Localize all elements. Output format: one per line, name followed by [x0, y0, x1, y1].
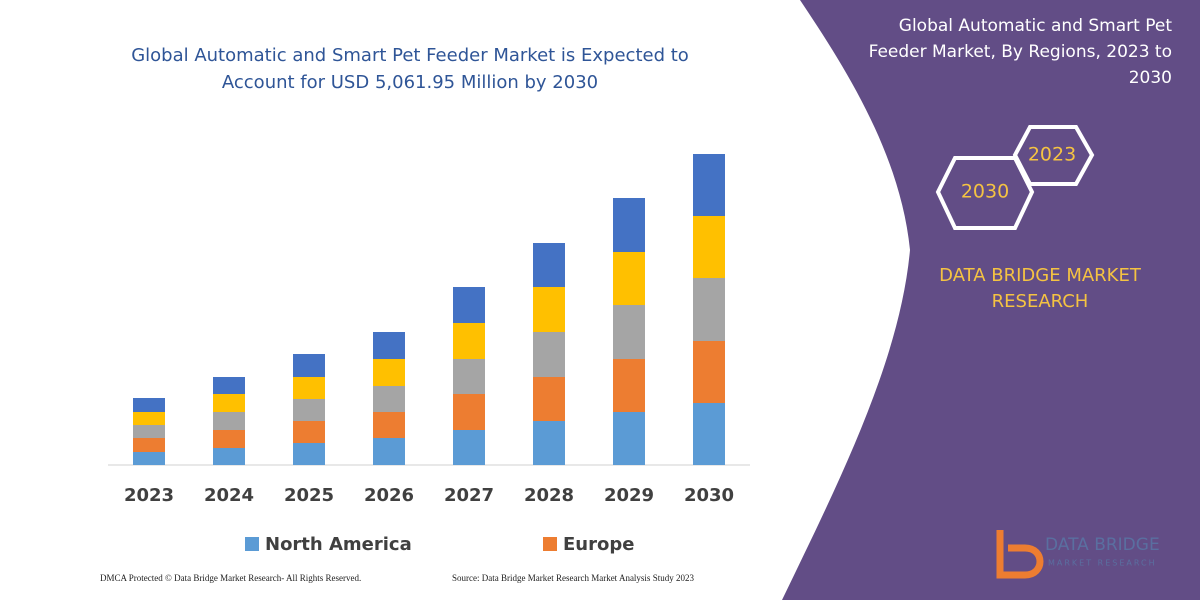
- bar-segment: [693, 403, 725, 465]
- x-tick-label: 2024: [204, 485, 254, 506]
- bar-segment: [613, 198, 645, 252]
- bar-segment: [373, 412, 405, 438]
- panel-title: Feeder Market, By Regions, 2023 to: [869, 42, 1172, 62]
- legend-label: Europe: [563, 534, 634, 555]
- logo-mark: [996, 530, 1044, 579]
- bar-segment: [133, 438, 165, 452]
- bar-segment: [373, 438, 405, 465]
- bar-segment: [373, 332, 405, 359]
- bar-segment: [533, 332, 565, 377]
- legend-swatch: [543, 537, 557, 551]
- bar-segment: [213, 448, 245, 465]
- bar-segment: [613, 359, 645, 412]
- footer-text: DMCA Protected © Data Bridge Market Rese…: [100, 573, 361, 583]
- bar-segment: [213, 394, 245, 412]
- legend-swatch: [245, 537, 259, 551]
- bar-segment: [613, 412, 645, 465]
- bar-segment: [693, 216, 725, 278]
- bar-segment: [453, 323, 485, 359]
- brand-text: DATA BRIDGE MARKET: [939, 265, 1142, 286]
- bar-segment: [133, 412, 165, 425]
- logo-text: MARKET RESEARCH: [1048, 559, 1157, 568]
- bar-segment: [293, 354, 325, 377]
- bar-segment: [533, 287, 565, 332]
- bar-segment: [453, 359, 485, 394]
- bar-segment: [693, 154, 725, 216]
- panel-title: 2030: [1129, 68, 1172, 88]
- logo-text: DATA BRIDGE: [1045, 535, 1160, 555]
- brand-text: RESEARCH: [992, 291, 1089, 312]
- chart-title: Global Automatic and Smart Pet Feeder Ma…: [131, 45, 689, 66]
- bar-segment: [213, 412, 245, 430]
- chart-title: Account for USD 5,061.95 Million by 2030: [222, 72, 598, 93]
- hexagon: [1012, 125, 1095, 186]
- bar-segment: [373, 386, 405, 412]
- footer-text: Source: Data Bridge Market Research Mark…: [452, 573, 694, 583]
- x-tick-label: 2026: [364, 485, 414, 506]
- bar-segment: [533, 377, 565, 421]
- hex-label: 2023: [1028, 144, 1076, 166]
- x-tick-label: 2025: [284, 485, 334, 506]
- bar-segment: [693, 341, 725, 403]
- x-tick-label: 2028: [524, 485, 574, 506]
- x-tick-label: 2027: [444, 485, 494, 506]
- bar-segment: [293, 443, 325, 465]
- side-panel: [782, 0, 1200, 600]
- bar-segment: [533, 243, 565, 287]
- bar-segment: [693, 278, 725, 341]
- legend-label: North America: [265, 534, 412, 555]
- bar-segment: [453, 430, 485, 465]
- x-tick-label: 2023: [124, 485, 174, 506]
- bar-segment: [533, 421, 565, 465]
- bar-segment: [373, 359, 405, 386]
- x-tick-label: 2030: [684, 485, 734, 506]
- bar-segment: [613, 305, 645, 359]
- bar-segment: [293, 421, 325, 443]
- bar-segment: [133, 398, 165, 412]
- bar-segment: [293, 377, 325, 399]
- hexagon: [935, 156, 1035, 230]
- bar-segment: [613, 252, 645, 305]
- bar-segment: [133, 452, 165, 465]
- bar-segment: [213, 377, 245, 394]
- bar-segment: [453, 394, 485, 430]
- bar-segment: [293, 399, 325, 421]
- hex-label: 2030: [961, 181, 1009, 203]
- panel-title: Global Automatic and Smart Pet: [899, 16, 1173, 36]
- bar-segment: [453, 287, 485, 323]
- bar-segment: [213, 430, 245, 448]
- x-tick-label: 2029: [604, 485, 654, 506]
- bar-segment: [133, 425, 165, 438]
